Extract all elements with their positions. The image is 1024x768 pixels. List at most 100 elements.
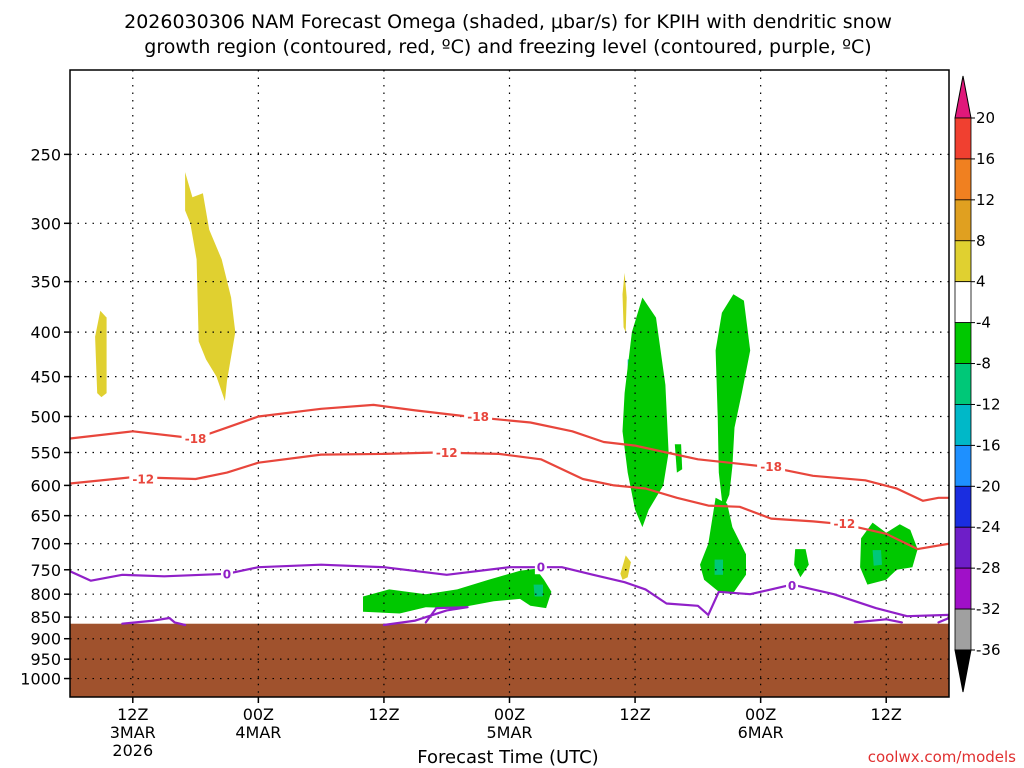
pressure-axis: 250 300 350 400 450 500 550 600 650 700 750 800 850 9… — [20, 145, 70, 689]
x-tick-label: 12Z — [619, 705, 650, 724]
colorbar-band — [954, 363, 972, 405]
omega-shading-layer — [95, 172, 918, 614]
x-tick-label: 4MAR — [235, 723, 281, 742]
y-tick-label: 600 — [30, 476, 61, 495]
omega-region-rising-cell-day5-east — [860, 522, 918, 585]
purple-contour-4 — [937, 616, 949, 624]
colorbar-band — [954, 199, 972, 242]
y-tick-label: 750 — [30, 561, 61, 580]
colorbar-label: -32 — [976, 600, 1001, 618]
colorbar-band — [954, 444, 972, 487]
x-tick-label: 3MAR — [110, 723, 156, 742]
colorbar-band — [954, 117, 972, 160]
x-tick-label: 00Z — [243, 705, 274, 724]
purple-contour-label: 0 — [537, 561, 545, 575]
y-tick-label: 250 — [30, 145, 61, 164]
colorbar-label: -8 — [976, 355, 991, 373]
omega-region-rising-cell-day4-upper — [715, 294, 751, 510]
y-tick-label: 900 — [30, 630, 61, 649]
y-tick-label: 700 — [30, 535, 61, 554]
purple-contour-2 — [382, 606, 469, 627]
colorbar-label: 12 — [976, 191, 995, 209]
contour-layer: -18 -18 -18 -12 -12 -12 0 0 0 — [70, 403, 949, 627]
y-tick-label: 950 — [30, 650, 61, 669]
chart-title-line-2: growth region (contoured, red, ºC) and f… — [144, 36, 871, 58]
y-tick-label: 400 — [30, 323, 61, 342]
red-contour-label: -12 — [132, 473, 154, 487]
y-tick-label: 850 — [30, 608, 61, 627]
x-tick-label: 2026 — [112, 741, 153, 760]
omega-region-rising-cell-day4-lower — [700, 497, 746, 595]
omega-region-rising-cell-day5-east-mid — [872, 550, 882, 566]
colorbar-label: -12 — [976, 395, 1001, 413]
credit-link[interactable]: coolwx.com/models — [868, 748, 1016, 766]
y-tick-label: 350 — [30, 273, 61, 292]
omega-region-sinking-cell-low — [620, 555, 631, 580]
y-tick-label: 1000 — [20, 670, 61, 689]
y-tick-label: 300 — [30, 214, 61, 233]
x-tick-label: 12Z — [871, 705, 902, 724]
colorbar-label: -20 — [976, 477, 1001, 495]
omega-region-rising-cell-day3-outer — [622, 297, 669, 528]
red-contour-label-bg — [464, 409, 493, 424]
red-contour-label: -12 — [436, 446, 458, 460]
colorbar-label: -24 — [976, 518, 1001, 536]
omega-region-sinking-cell-upper — [185, 172, 236, 401]
omega-region-rising-cell-day3-side — [674, 444, 683, 473]
colorbar-label: -36 — [976, 641, 1001, 659]
colorbar-label: 4 — [976, 273, 986, 291]
colorbar-label: -28 — [976, 559, 1001, 577]
red-contour-label-bg — [757, 459, 786, 474]
colorbar-over-arrow — [954, 75, 972, 119]
red-contour-0 — [70, 403, 949, 502]
colorbar-band — [954, 526, 972, 569]
colorbar-label: -4 — [976, 314, 991, 332]
purple-contour-label-bg — [786, 578, 799, 593]
colorbar-band — [954, 158, 972, 201]
omega-region-sinking-cell-sliver — [622, 272, 627, 333]
purple-contour-3 — [853, 618, 904, 624]
colorbar-under-arrow — [954, 649, 972, 693]
colorbar-band — [954, 404, 972, 446]
y-tick-label: 800 — [30, 585, 61, 604]
colorbar-band — [954, 240, 972, 283]
red-contour-1 — [70, 451, 949, 551]
x-tick-label: 5MAR — [486, 723, 532, 742]
colorbar-label: 16 — [976, 150, 995, 168]
terrain-fill — [70, 623, 949, 697]
red-contour-label-bg — [432, 445, 461, 460]
x-tick-label: 00Z — [494, 705, 525, 724]
y-tick-label: 450 — [30, 368, 61, 387]
y-tick-label: 650 — [30, 507, 61, 526]
purple-contour-label: 0 — [788, 579, 796, 593]
red-contour-label: -12 — [834, 517, 856, 531]
omega-region-rising-cell-day4-lower-mid — [714, 559, 723, 575]
colorbar-label: -16 — [976, 436, 1001, 454]
plot-area: -18 -18 -18 -12 -12 -12 0 0 0 — [70, 70, 949, 697]
purple-contour-label-bg — [220, 566, 233, 581]
y-tick-label: 550 — [30, 444, 61, 463]
purple-contour-label: 0 — [223, 567, 231, 581]
colorbar-band — [954, 322, 972, 364]
red-contour-label-bg — [129, 472, 158, 487]
x-tick-label: 12Z — [117, 705, 148, 724]
omega-region-rising-band-low-level — [363, 568, 552, 614]
x-tick-label: 6MAR — [738, 723, 784, 742]
x-axis-label: Forecast Time (UTC) — [417, 747, 598, 768]
colorbar-band — [954, 608, 972, 651]
red-contour-label: -18 — [760, 460, 782, 474]
y-tick-label: 500 — [30, 407, 61, 426]
red-contour-label-bg — [181, 431, 210, 446]
colorbar-label: 8 — [976, 232, 986, 250]
omega-region-sinking-cell-west — [95, 310, 107, 398]
red-contour-label: -18 — [185, 432, 207, 446]
colorbar-band — [954, 485, 972, 528]
terrain-layer — [70, 623, 949, 697]
colorbar: 20 16 12 8 4 -4 -8 -12 -16 -20 -24 -28 -32 -36 — [954, 75, 1001, 693]
colorbar-band — [954, 281, 972, 324]
red-contour-label-bg — [830, 516, 859, 531]
purple-contour-1 — [121, 616, 187, 627]
x-tick-label: 00Z — [745, 705, 776, 724]
